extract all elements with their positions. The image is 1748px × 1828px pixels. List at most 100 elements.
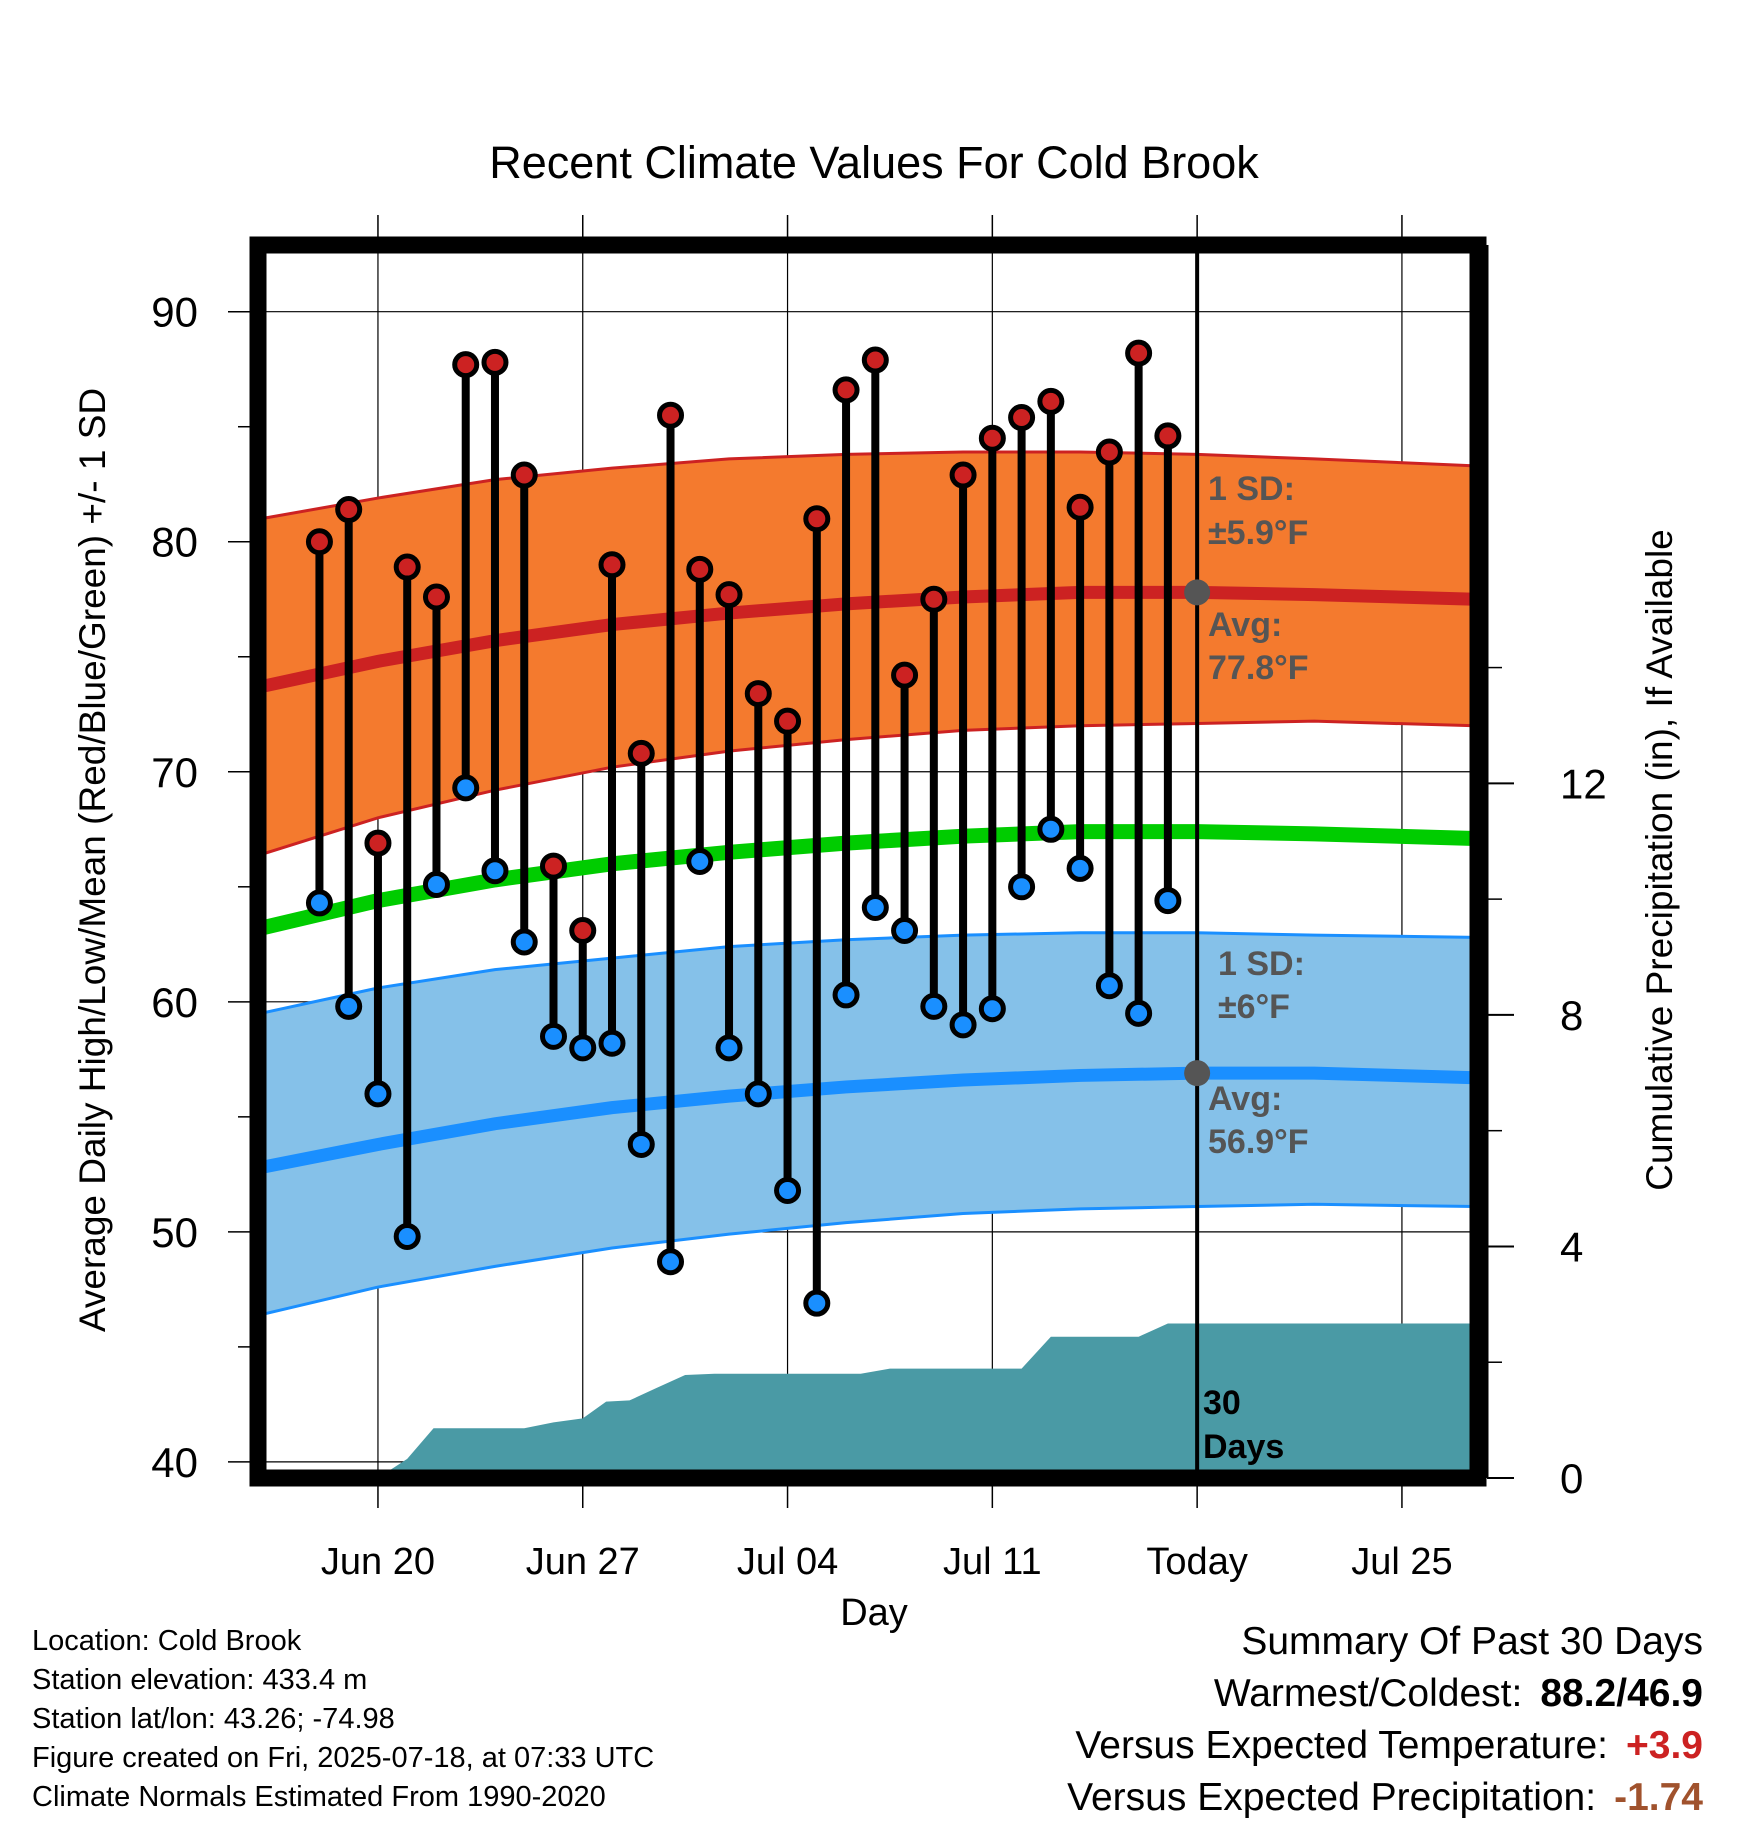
daily-low-point [686,848,714,875]
chart-title: Recent Climate Values For Cold Brook [489,137,1259,188]
daily-low-point [861,894,889,922]
y-axis-right-label: Cumulative Precipitation (in), If Availa… [1639,529,1680,1191]
x-tick-label: Today [1146,1541,1247,1583]
normal-low-line [259,1066,1476,1174]
plot-frame [249,236,1487,1487]
y-right-tick-label: 8 [1560,992,1583,1039]
daily-low-point [305,889,333,917]
daily-high-point [539,852,567,880]
summary-temp-row: Versus Expected Temperature: +3.9 [1067,1720,1703,1772]
daily-high-point [481,348,509,376]
daily-high-point [715,581,743,609]
daily-high-point [686,555,714,583]
high-avg-title-label: Avg: [1208,606,1282,644]
today-avg-low-marker [1184,1060,1211,1087]
daily-high-point [422,583,450,611]
low-sd-band-lower-edge [260,1202,1476,1317]
daily-high-point [1125,339,1153,367]
daily-low-point [715,1034,743,1062]
daily-low-point [657,1248,685,1276]
warm-cold-value: 88.2/46.9 [1540,1672,1703,1715]
elevation-text: Station elevation: 433.4 m [32,1664,368,1696]
daily-high-point [803,505,831,533]
daily-low-point [920,992,948,1020]
daily-low-point [949,1011,977,1039]
daily-low-point [1154,887,1182,915]
summary-title: Summary Of Past 30 Days [1241,1620,1703,1663]
y-right-tick-label: 0 [1560,1455,1583,1502]
y-left-tick-label: 70 [151,749,198,796]
daily-high-point [569,917,597,945]
window-count-label: 30 [1203,1384,1241,1422]
y-axis-left-label: Average Daily High/Low/Mean (Red/Blue/Gr… [72,388,113,1332]
daily-low-point [891,917,919,945]
daily-high-point [1095,438,1123,466]
daily-low-point [1125,999,1153,1027]
daily-low-point [803,1289,831,1317]
y-right-tick-label: 12 [1560,760,1607,807]
daily-high-point [452,351,480,379]
y-left-tick-label: 90 [151,289,198,336]
daily-low-point [364,1080,392,1108]
x-axis-label: Day [840,1592,908,1634]
daily-high-point [978,424,1006,452]
low-sd-title-label: 1 SD: [1218,945,1305,983]
daily-high-point [393,553,421,581]
daily-high-point [657,401,685,429]
daily-low-point [393,1222,421,1250]
daily-low-point [744,1080,772,1108]
daily-low-point [1008,873,1036,901]
created-text: Figure created on Fri, 2025-07-18, at 07… [32,1742,655,1774]
warm-cold-label: Warmest/Coldest: [1213,1672,1523,1715]
y-left-tick-label: 50 [151,1209,198,1256]
daily-low-point [569,1034,597,1062]
daily-high-point [832,376,860,404]
low-sd-band [260,932,1476,1315]
high-sd-title-label: 1 SD: [1208,470,1295,508]
precip-area [351,1323,1476,1478]
y-left-tick-label: 60 [151,979,198,1026]
daily-high-point [920,585,948,613]
daily-low-point [1066,854,1094,882]
daily-high-point [510,461,538,489]
daily-low-point [598,1029,626,1057]
daily-high-point [364,829,392,857]
latlon-text: Station lat/lon: 43.26; -74.98 [32,1703,395,1735]
summary-warm-cold-row: Warmest/Coldest: 88.2/46.9 [1067,1668,1703,1720]
x-tick-label: Jun 20 [321,1541,435,1583]
daily-high-point [1066,493,1094,521]
location-text: Location: Cold Brook [32,1625,302,1657]
daily-high-point [1008,404,1036,432]
x-tick-label: Jun 27 [526,1541,640,1583]
station-info: Location: Cold Brook Station elevation: … [32,1622,654,1817]
high-sd-value-label: ±5.9°F [1208,514,1308,552]
plot-inner: 1 SD: ±5.9°F Avg: 77.8°F 1 SD: ±6°F Avg: 56.9°F… [258,245,1478,1478]
daily-high-point [891,661,919,689]
normals-text: Climate Normals Estimated From 1990-2020 [32,1781,606,1813]
daily-high-point [744,680,772,708]
daily-low-point [1095,972,1123,1000]
window-unit-label: Days [1203,1428,1284,1466]
temp-anomaly-label: Versus Expected Temperature: [1075,1724,1608,1767]
daily-low-point [978,995,1006,1023]
daily-high-point [627,739,655,767]
daily-high-point [861,346,889,374]
y-left-tick-label: 40 [151,1439,198,1486]
daily-low-point [832,981,860,1009]
daily-high-point [335,496,363,524]
today-avg-high-marker [1184,579,1211,606]
summary-panel: Summary Of Past 30 Days Warmest/Coldest:… [1067,1616,1703,1824]
summary-precip-row: Versus Expected Precipitation: -1.74 [1067,1772,1703,1824]
y-left-tick-label: 80 [151,519,198,566]
low-avg-value-label: 56.9°F [1208,1123,1309,1161]
daily-low-point [335,992,363,1020]
low-avg-title-label: Avg: [1208,1080,1282,1118]
y-right-tick-label: 4 [1560,1223,1583,1270]
x-tick-label: Jul 25 [1351,1541,1452,1583]
low-sd-value-label: ±6°F [1218,988,1290,1026]
daily-high-point [774,707,802,735]
high-avg-value-label: 77.8°F [1208,649,1309,687]
plot-area: 1 SD: ±5.9°F Avg: 77.8°F 1 SD: ±6°F Avg: 56.9°F… [151,215,1607,1583]
daily-high-point [949,461,977,489]
